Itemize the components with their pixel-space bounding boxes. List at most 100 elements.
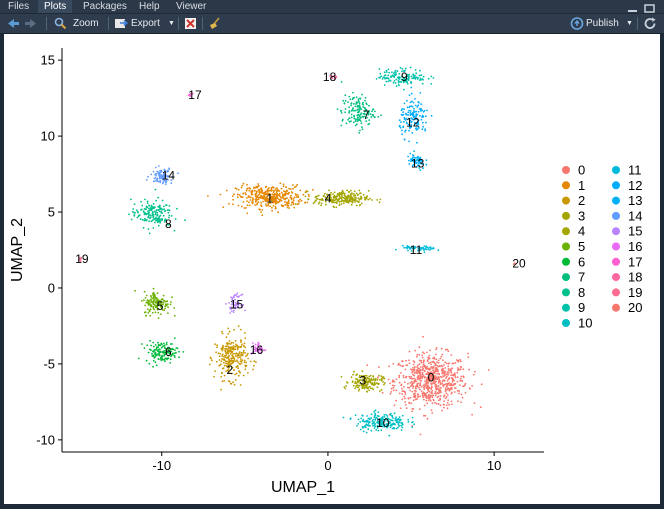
cell-point-cluster-0 bbox=[423, 388, 426, 391]
cell-point-cluster-5 bbox=[169, 303, 172, 306]
cell-point-cluster-8 bbox=[140, 200, 142, 203]
cell-point-cluster-4 bbox=[348, 200, 351, 203]
export-button[interactable]: Export ▼ bbox=[114, 16, 176, 31]
cell-point-cluster-8 bbox=[148, 220, 151, 223]
cell-point-cluster-0 bbox=[430, 366, 433, 369]
cell-point-cluster-0 bbox=[405, 364, 408, 367]
tab-packages[interactable]: Packages bbox=[83, 1, 127, 12]
cell-point-cluster-13 bbox=[415, 165, 418, 168]
cell-point-cluster-7 bbox=[340, 81, 343, 83]
cell-point-cluster-6 bbox=[164, 360, 166, 363]
cell-point-cluster-0 bbox=[392, 386, 395, 389]
tab-viewer[interactable]: Viewer bbox=[176, 1, 207, 12]
cell-point-cluster-2 bbox=[231, 350, 234, 353]
cell-point-cluster-0 bbox=[433, 382, 436, 385]
cell-point-cluster-8 bbox=[158, 204, 161, 207]
cell-point-cluster-2 bbox=[252, 368, 254, 371]
broom-icon[interactable] bbox=[207, 16, 222, 31]
cell-point-cluster-2 bbox=[216, 344, 219, 347]
cell-point-cluster-1 bbox=[292, 187, 294, 190]
cell-point-cluster-1 bbox=[292, 202, 295, 205]
cell-point-cluster-5 bbox=[143, 299, 145, 301]
cell-point-cluster-0 bbox=[402, 376, 405, 379]
cell-point-cluster-10 bbox=[356, 425, 358, 427]
tab-plots[interactable]: Plots bbox=[38, 0, 73, 13]
refresh-icon[interactable] bbox=[643, 16, 658, 31]
cell-point-cluster-8 bbox=[174, 218, 177, 220]
cell-point-cluster-1 bbox=[272, 205, 275, 207]
zoom-button[interactable]: Zoom bbox=[53, 16, 103, 31]
cell-point-cluster-7 bbox=[365, 120, 368, 122]
remove-plot-icon[interactable] bbox=[183, 16, 198, 31]
cell-point-cluster-0 bbox=[404, 397, 406, 400]
cell-point-cluster-5 bbox=[149, 314, 152, 317]
cell-point-cluster-8 bbox=[148, 205, 151, 207]
cell-point-cluster-12 bbox=[404, 129, 407, 132]
publish-button[interactable]: Publish ▼ bbox=[570, 16, 633, 31]
cell-point-cluster-1 bbox=[260, 187, 263, 190]
cell-point-cluster-10 bbox=[371, 423, 374, 425]
cell-point-cluster-4 bbox=[324, 200, 327, 203]
cell-point-cluster-0 bbox=[459, 384, 461, 386]
cell-point-cluster-11 bbox=[418, 247, 420, 249]
cell-point-cluster-14 bbox=[162, 173, 165, 176]
cell-point-cluster-14 bbox=[167, 175, 169, 178]
cell-point-cluster-7 bbox=[360, 122, 363, 125]
cell-point-cluster-12 bbox=[409, 119, 411, 122]
cell-point-cluster-4 bbox=[330, 199, 333, 201]
cell-point-cluster-19 bbox=[79, 260, 82, 262]
cell-point-cluster-5 bbox=[152, 294, 155, 297]
tab-help[interactable]: Help bbox=[139, 1, 160, 12]
cell-point-cluster-12 bbox=[398, 125, 401, 128]
cell-point-cluster-12 bbox=[411, 105, 414, 108]
cell-point-cluster-0 bbox=[460, 360, 462, 363]
cell-point-cluster-0 bbox=[451, 374, 454, 377]
cell-point-cluster-2 bbox=[229, 343, 232, 345]
cell-point-cluster-2 bbox=[232, 345, 235, 347]
cell-point-cluster-7 bbox=[347, 101, 349, 103]
maximize-pane-icon[interactable] bbox=[644, 1, 655, 13]
cell-point-cluster-9 bbox=[387, 77, 389, 80]
cell-point-cluster-0 bbox=[401, 387, 403, 390]
legend-label-19: 19 bbox=[628, 285, 642, 300]
cell-point-cluster-1 bbox=[261, 189, 263, 192]
cell-point-cluster-12 bbox=[410, 86, 413, 89]
cell-point-cluster-0 bbox=[425, 351, 428, 354]
cell-point-cluster-0 bbox=[414, 398, 417, 401]
cell-point-cluster-7 bbox=[341, 118, 344, 121]
back-arrow-icon[interactable] bbox=[6, 16, 20, 31]
cell-point-cluster-0 bbox=[459, 379, 462, 382]
cell-point-cluster-3 bbox=[364, 380, 367, 383]
forward-arrow-icon[interactable] bbox=[24, 16, 38, 31]
cell-point-cluster-2 bbox=[240, 353, 243, 356]
cell-point-cluster-1 bbox=[243, 207, 246, 209]
cell-point-cluster-4 bbox=[350, 189, 352, 192]
cell-point-cluster-8 bbox=[173, 229, 176, 232]
cell-point-cluster-14 bbox=[147, 175, 149, 178]
cell-point-cluster-1 bbox=[296, 193, 299, 196]
cell-point-cluster-5 bbox=[156, 292, 159, 295]
cell-point-cluster-3 bbox=[379, 378, 381, 381]
cell-point-cluster-16 bbox=[252, 342, 254, 344]
cell-point-cluster-10 bbox=[400, 424, 403, 427]
cell-point-cluster-13 bbox=[418, 164, 420, 167]
cell-point-cluster-0 bbox=[454, 387, 457, 389]
cell-point-cluster-4 bbox=[347, 201, 350, 204]
cell-point-cluster-7 bbox=[363, 112, 366, 115]
cell-point-cluster-8 bbox=[133, 211, 136, 214]
cell-point-cluster-1 bbox=[283, 197, 286, 200]
cell-point-cluster-0 bbox=[437, 388, 440, 391]
tab-files[interactable]: Files bbox=[8, 1, 30, 12]
cell-point-cluster-0 bbox=[423, 352, 426, 355]
minimize-pane-icon[interactable] bbox=[627, 1, 638, 12]
cell-point-cluster-1 bbox=[257, 185, 260, 188]
cell-point-cluster-6 bbox=[145, 359, 148, 362]
cell-point-cluster-3 bbox=[353, 370, 355, 373]
cluster-label-12: 12 bbox=[406, 115, 420, 129]
cell-point-cluster-1 bbox=[295, 185, 297, 188]
cell-point-cluster-14 bbox=[164, 174, 167, 176]
cell-point-cluster-0 bbox=[422, 398, 425, 401]
cell-point-cluster-3 bbox=[359, 382, 362, 385]
cell-point-cluster-0 bbox=[416, 353, 419, 356]
